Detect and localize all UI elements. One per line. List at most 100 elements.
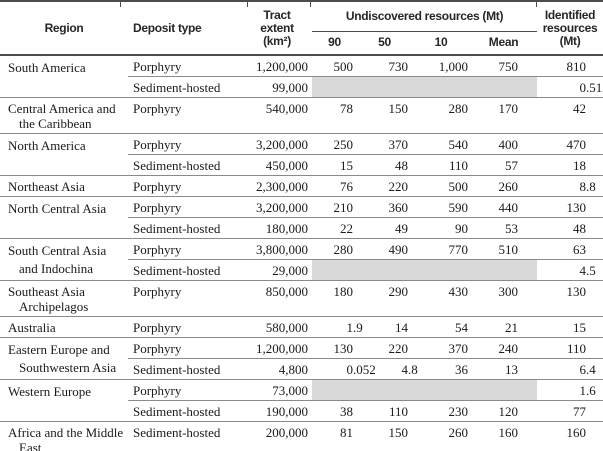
cell-10: 230 xyxy=(412,400,470,422)
cell-mean: 300 xyxy=(470,280,538,317)
cell-region: Southeast Asia Archipelagos xyxy=(0,280,128,317)
cell-deposit-type: Sediment-hosted xyxy=(128,259,242,281)
cell-identified: 63 xyxy=(537,238,603,260)
cell-identified: 15 xyxy=(537,316,603,338)
column-tick xyxy=(310,0,311,7)
cell-mean: 53 xyxy=(470,217,538,239)
table-header: Region Deposit type Tract extent (km²) U… xyxy=(0,1,603,56)
cell-90: 81 xyxy=(312,421,357,451)
column-tick xyxy=(536,0,537,7)
cell-identified: 1.6 xyxy=(537,379,603,401)
column-tick xyxy=(120,0,121,7)
cell-deposit-type: Porphyry xyxy=(128,175,242,197)
cell-mean: 21 xyxy=(470,316,538,338)
cell-50: 220 xyxy=(357,337,412,359)
table-row: Sediment-hosted 190,000 38 110 230 120 7… xyxy=(0,400,603,422)
cell-10-no-data xyxy=(412,259,470,281)
cell-mean: 57 xyxy=(470,154,538,176)
cell-deposit-type: Porphyry xyxy=(128,238,242,260)
cell-90: 38 xyxy=(312,400,357,422)
cell-90: 280 xyxy=(312,238,357,260)
cell-region: Western Europe xyxy=(0,379,128,422)
cell-90: 130 xyxy=(312,337,357,359)
cell-90: 180 xyxy=(312,280,357,317)
cell-tract-extent: 4,800 xyxy=(242,358,312,380)
cell-tract-extent: 450,000 xyxy=(242,154,312,176)
cell-90: 22 xyxy=(312,217,357,239)
cell-region: Northeast Asia xyxy=(0,175,128,197)
cell-tract-extent: 1,200,000 xyxy=(242,337,312,359)
cell-10: 370 xyxy=(412,337,470,359)
cell-50: 220 xyxy=(357,175,412,197)
tract-extent-label: Tract extent (km²) xyxy=(260,7,294,48)
cell-mean-no-data xyxy=(470,379,538,401)
table-row: North America Porphyry 3,200,000 250 370… xyxy=(0,133,603,176)
table-row: South Central Asia and Indochina Porphyr… xyxy=(0,238,603,281)
cell-region: Eastern Europe and Southwestern Asia xyxy=(0,337,128,380)
cell-10: 1,000 xyxy=(412,54,470,77)
cell-deposit-type: Porphyry xyxy=(128,316,242,338)
cell-identified: 810 xyxy=(537,54,603,77)
cell-mean: 170 xyxy=(470,97,538,134)
column-tick xyxy=(247,0,248,7)
cell-region: South America xyxy=(0,54,128,98)
col-header-tract-extent: Tract extent (km²) xyxy=(242,1,312,56)
cell-region: South Central Asia and Indochina xyxy=(0,238,128,281)
cell-50: 150 xyxy=(357,97,412,134)
cell-deposit-type: Sediment-hosted xyxy=(128,358,242,380)
header-row-2: 90 50 10 Mean xyxy=(0,31,603,56)
cell-tract-extent: 580,000 xyxy=(242,316,312,338)
cell-90: 15 xyxy=(312,154,357,176)
cell-region: Africa and the Middle East xyxy=(0,421,128,451)
cell-50: 370 xyxy=(357,133,412,155)
cell-identified: 0.51 xyxy=(537,76,603,98)
cell-identified: 8.8 xyxy=(537,175,603,197)
cell-90: 0.052 xyxy=(312,358,376,380)
table-row: Sediment-hosted 29,000 4.5 xyxy=(0,259,603,281)
cell-mean: 440 xyxy=(470,196,538,218)
cell-tract-extent: 3,200,000 xyxy=(242,133,312,155)
table-row: Sediment-hosted 180,000 22 49 90 53 48 xyxy=(0,217,603,239)
cell-identified: 77 xyxy=(537,400,603,422)
cell-identified: 110 xyxy=(537,337,603,359)
cell-deposit-type: Sediment-hosted xyxy=(128,76,242,98)
cell-tract-extent: 190,000 xyxy=(242,400,312,422)
cell-mean: 400 xyxy=(470,133,538,155)
cell-deposit-type: Porphyry xyxy=(128,133,242,155)
cell-deposit-type: Porphyry xyxy=(128,196,242,218)
cell-10: 540 xyxy=(412,133,470,155)
cell-50-no-data xyxy=(357,259,412,281)
table-row: North Central Asia Porphyry 3,200,000 21… xyxy=(0,196,603,239)
cell-90: 250 xyxy=(312,133,357,155)
header-row-1: Region Deposit type Tract extent (km²) U… xyxy=(0,1,603,56)
cell-deposit-type: Porphyry xyxy=(128,54,242,77)
col-header-identified-resources: Identified resources (Mt) xyxy=(537,1,603,56)
cell-50: 150 xyxy=(357,421,412,451)
table-row: Central America and the Caribbean Porphy… xyxy=(0,97,603,134)
cell-deposit-type: Porphyry xyxy=(128,280,242,317)
table-row: Australia Porphyry 580,000 1.9 14 54 21 … xyxy=(0,316,603,338)
cell-deposit-type: Sediment-hosted xyxy=(128,400,242,422)
cell-10: 90 xyxy=(412,217,470,239)
cell-tract-extent: 850,000 xyxy=(242,280,312,317)
cell-mean: 160 xyxy=(470,421,538,451)
cell-mean: 13 xyxy=(470,358,538,380)
cell-tract-extent: 200,000 xyxy=(242,421,312,451)
cell-tract-extent: 1,200,000 xyxy=(242,54,312,77)
cell-90: 500 xyxy=(312,54,357,77)
cell-identified: 160 xyxy=(537,421,603,451)
cell-10: 36 xyxy=(412,358,470,380)
cell-10-no-data xyxy=(412,379,470,401)
cell-90: 76 xyxy=(312,175,357,197)
cell-identified: 48 xyxy=(537,217,603,239)
cell-50-no-data xyxy=(357,379,412,401)
cell-10: 590 xyxy=(412,196,470,218)
table-row: Africa and the Middle East Sediment-host… xyxy=(0,421,603,451)
col-header-undiscovered-resources: Undiscovered resources (Mt) xyxy=(312,1,538,32)
cell-10: 110 xyxy=(412,154,470,176)
cell-tract-extent: 29,000 xyxy=(242,259,312,281)
cell-identified: 6.4 xyxy=(537,358,603,380)
col-header-50: 50 xyxy=(357,31,412,56)
cell-10: 280 xyxy=(412,97,470,134)
